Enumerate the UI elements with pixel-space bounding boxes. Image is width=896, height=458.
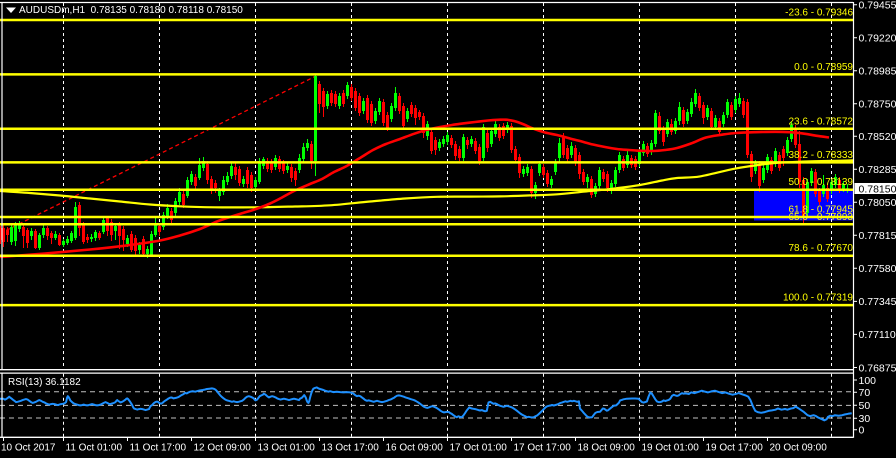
svg-text:0.77345: 0.77345 [859,296,896,308]
svg-text:RSI(13) 36.1182: RSI(13) 36.1182 [8,377,81,388]
svg-text:38.2 - 0.78333: 38.2 - 0.78333 [789,150,854,161]
svg-text:0.78985: 0.78985 [859,66,896,78]
svg-text:17 Oct 17:00: 17 Oct 17:00 [514,443,572,454]
svg-text:-23.6 - 0.79346: -23.6 - 0.79346 [785,8,853,19]
svg-text:100.0 - 0.77319: 100.0 - 0.77319 [783,293,853,304]
svg-text:100: 100 [859,375,877,387]
svg-text:50: 50 [859,400,871,412]
svg-text:0: 0 [859,425,865,437]
svg-text:50.0 - 0.78139: 50.0 - 0.78139 [789,177,854,188]
svg-text:61.8 - 0.77945: 61.8 - 0.77945 [789,205,854,216]
svg-text:0.78050: 0.78050 [859,197,896,209]
svg-text:0.78150: 0.78150 [859,184,896,196]
svg-text:0.0 - 0.78959: 0.0 - 0.78959 [794,62,853,73]
svg-text:0.76875: 0.76875 [859,362,896,374]
svg-text:0.77110: 0.77110 [859,329,896,341]
svg-text:0.79455: 0.79455 [859,0,896,12]
svg-text:12 Oct 09:00: 12 Oct 09:00 [194,443,252,454]
svg-text:13 Oct 01:00: 13 Oct 01:00 [258,443,316,454]
svg-text:0.79220: 0.79220 [859,33,896,45]
svg-text:16 Oct 09:00: 16 Oct 09:00 [386,443,444,454]
svg-text:0.77815: 0.77815 [859,230,896,242]
svg-text:AUDUSDm,H1 0.78135 0.78180 0.: AUDUSDm,H1 0.78135 0.78180 0.78118 0.781… [19,5,243,16]
svg-text:30: 30 [859,413,871,425]
svg-text:11 Oct 17:00: 11 Oct 17:00 [130,443,187,454]
svg-text:19 Oct 01:00: 19 Oct 01:00 [642,443,700,454]
svg-text:70: 70 [859,387,871,399]
svg-text:0.78285: 0.78285 [859,164,896,176]
svg-text:17 Oct 01:00: 17 Oct 01:00 [450,443,508,454]
svg-text:78.6 - 0.77670: 78.6 - 0.77670 [789,243,854,254]
svg-text:23.6 - 0.78572: 23.6 - 0.78572 [789,116,854,127]
svg-text:0.78520: 0.78520 [859,131,896,143]
svg-text:19 Oct 17:00: 19 Oct 17:00 [706,443,764,454]
svg-text:65.0 - 0.77893: 65.0 - 0.77893 [789,212,854,223]
svg-text:10 Oct 2017: 10 Oct 2017 [1,443,56,454]
svg-text:0.77580: 0.77580 [859,263,896,275]
svg-text:11 Oct 01:00: 11 Oct 01:00 [66,443,123,454]
svg-text:13 Oct 17:00: 13 Oct 17:00 [322,443,380,454]
svg-text:20 Oct 09:00: 20 Oct 09:00 [770,443,828,454]
svg-text:0.78750: 0.78750 [859,99,896,111]
svg-text:18 Oct 09:00: 18 Oct 09:00 [578,443,636,454]
